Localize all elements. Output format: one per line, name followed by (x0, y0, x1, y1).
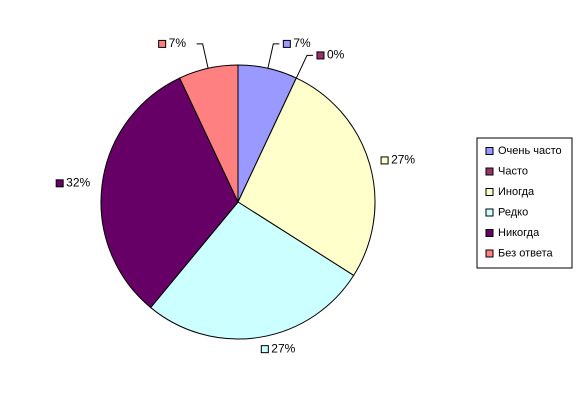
legend-label: Очень часто (498, 145, 562, 157)
legend-label: Редко (498, 206, 528, 218)
pie-slice (179, 64, 239, 203)
data-label: 7% (293, 36, 311, 50)
data-label: 7% (169, 36, 187, 50)
label-swatch (282, 39, 291, 48)
label-swatch (55, 179, 64, 188)
legend-swatch (485, 249, 494, 258)
label-swatch (316, 51, 325, 60)
label-swatch (260, 345, 269, 354)
pie-slice (237, 77, 376, 277)
label-swatch (158, 39, 167, 48)
legend-label: Без ответа (498, 247, 553, 259)
pie-slice (100, 77, 239, 309)
data-label: 0% (327, 48, 345, 62)
legend-swatch (485, 229, 494, 237)
legend-label: Часто (498, 165, 528, 177)
legend-swatch (485, 147, 494, 155)
legend-swatch (485, 208, 494, 217)
data-label: 27% (391, 153, 415, 167)
leader-line (196, 43, 209, 69)
leader-line (267, 43, 280, 69)
legend-label: Иногда (498, 186, 535, 198)
legend-label: Никогда (498, 227, 540, 239)
data-label: 32% (66, 175, 90, 189)
pie-slice (149, 201, 355, 340)
legend-box (476, 137, 573, 269)
label-swatch (380, 156, 389, 165)
legend-swatch (485, 167, 494, 176)
legend-swatch (485, 188, 494, 196)
leader-line (295, 54, 313, 79)
data-label: 27% (271, 341, 295, 355)
